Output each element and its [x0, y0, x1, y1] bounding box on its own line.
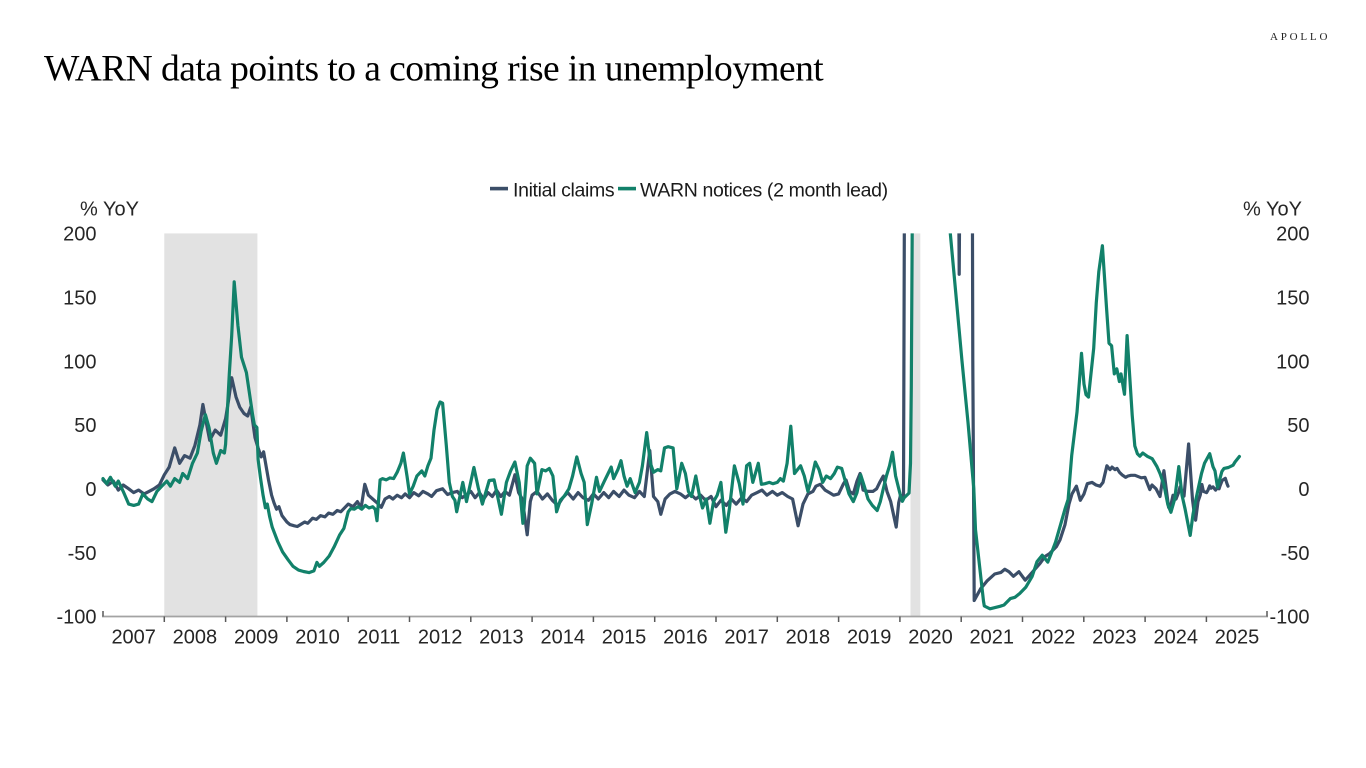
svg-text:2018: 2018: [786, 627, 831, 649]
svg-text:2007: 2007: [111, 627, 156, 649]
svg-text:-100: -100: [1269, 607, 1309, 629]
svg-text:200: 200: [63, 224, 96, 246]
svg-text:2020: 2020: [908, 627, 953, 649]
svg-text:2019: 2019: [847, 627, 892, 649]
svg-text:% YoY: % YoY: [1243, 199, 1302, 221]
svg-text:2025: 2025: [1215, 627, 1260, 649]
svg-text:2010: 2010: [295, 627, 340, 649]
svg-text:2013: 2013: [479, 627, 524, 649]
svg-text:0: 0: [85, 479, 96, 501]
svg-text:-50: -50: [1281, 543, 1310, 565]
svg-text:2008: 2008: [173, 627, 218, 649]
svg-text:2022: 2022: [1031, 627, 1076, 649]
svg-text:50: 50: [74, 415, 96, 437]
svg-text:WARN data points to a coming r: WARN data points to a coming rise in une…: [44, 49, 824, 90]
svg-text:150: 150: [63, 287, 96, 309]
svg-text:-50: -50: [68, 543, 97, 565]
svg-text:2011: 2011: [357, 627, 400, 649]
svg-text:% YoY: % YoY: [80, 199, 139, 221]
svg-text:Initial claims: Initial claims: [513, 179, 615, 201]
svg-text:APOLLO: APOLLO: [1270, 31, 1330, 43]
svg-text:2023: 2023: [1092, 627, 1137, 649]
svg-text:0: 0: [1298, 479, 1309, 501]
svg-text:2009: 2009: [234, 627, 279, 649]
svg-text:2017: 2017: [724, 627, 769, 649]
svg-text:100: 100: [1276, 351, 1309, 373]
svg-text:2015: 2015: [602, 627, 647, 649]
svg-text:-100: -100: [56, 607, 96, 629]
svg-text:2016: 2016: [663, 627, 708, 649]
svg-text:2012: 2012: [418, 627, 463, 649]
svg-text:100: 100: [63, 351, 96, 373]
svg-text:WARN notices (2 month lead): WARN notices (2 month lead): [640, 179, 888, 201]
svg-text:200: 200: [1276, 224, 1309, 246]
svg-text:2014: 2014: [541, 627, 586, 649]
svg-text:2024: 2024: [1154, 627, 1199, 649]
svg-text:2021: 2021: [970, 627, 1015, 649]
svg-text:50: 50: [1287, 415, 1309, 437]
svg-text:150: 150: [1276, 287, 1309, 309]
